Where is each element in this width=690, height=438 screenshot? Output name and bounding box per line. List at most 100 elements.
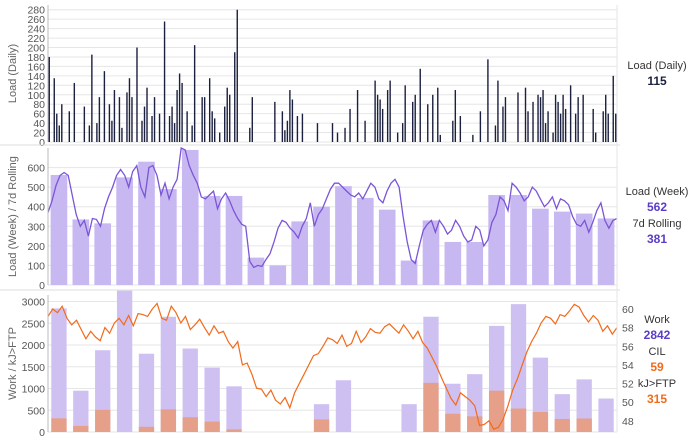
daily-load-bar xyxy=(517,92,519,142)
daily-load-bar xyxy=(502,106,504,142)
daily-load-bar xyxy=(412,101,414,142)
legend-work-label: Work xyxy=(644,314,670,326)
weekly-load-bar xyxy=(532,208,549,285)
daily-load-bar xyxy=(58,125,60,142)
kj-ftp-bar xyxy=(226,429,242,432)
weekly-load-bar xyxy=(575,213,593,285)
daily-load-bar xyxy=(163,21,166,142)
daily-load-bar xyxy=(234,52,236,142)
work-bar xyxy=(116,290,133,432)
daily-load-bar xyxy=(251,97,253,142)
legend-load-week-value: 562 xyxy=(646,199,668,214)
daily-load-bar xyxy=(607,113,609,142)
y-tick-label: 2000 xyxy=(22,340,46,352)
daily-load-bar xyxy=(111,120,113,142)
daily-load-bar xyxy=(554,94,557,142)
kj-ftp-bar xyxy=(204,421,220,432)
daily-load-bar xyxy=(61,104,63,142)
weekly-load-bar xyxy=(400,260,418,285)
daily-load-bar xyxy=(289,90,291,142)
weekly-load-bar xyxy=(422,220,440,285)
daily-load-bar xyxy=(479,111,482,142)
daily-load-bar xyxy=(201,97,203,142)
y-tick-label: 240 xyxy=(27,24,45,36)
daily-load-bar xyxy=(432,94,434,142)
daily-load-bar xyxy=(386,90,389,142)
weekly-load-bar xyxy=(357,197,374,285)
legend-load-daily: Load (Daily) 115 xyxy=(624,60,690,89)
y2-tick-label: 60 xyxy=(622,304,634,316)
weekly-load-bar xyxy=(510,194,527,285)
daily-load-bar xyxy=(229,94,231,142)
daily-load-bar xyxy=(158,113,161,142)
legend-7d-rolling-value: 381 xyxy=(646,231,668,246)
y2-tick-label: 48 xyxy=(622,416,634,428)
daily-load-bar xyxy=(396,132,399,142)
legend-load-daily-label: Load (Daily) xyxy=(627,60,687,72)
daily-load-bar xyxy=(439,134,441,142)
legend-load-daily-value: 115 xyxy=(647,73,667,88)
daily-load-bar xyxy=(574,113,577,142)
y-tick-label: 0 xyxy=(39,280,45,292)
y-axis-label: Load (Daily) xyxy=(7,44,19,103)
daily-load-bar xyxy=(557,101,559,142)
daily-load-bar xyxy=(236,9,238,143)
work-bar xyxy=(510,304,527,432)
daily-load-bar xyxy=(524,87,527,142)
daily-load-bar xyxy=(249,127,251,142)
y-tick-label: 160 xyxy=(27,61,45,73)
legend-cil-label: CIL xyxy=(648,346,666,358)
weekly-load-bar xyxy=(378,209,396,285)
daily-load-bar xyxy=(73,82,76,142)
daily-load-bar xyxy=(178,73,181,142)
y-tick-label: 500 xyxy=(27,182,45,194)
kj-ftp-bar xyxy=(313,419,330,432)
daily-load-bar xyxy=(128,78,131,142)
daily-load-bar xyxy=(193,45,196,142)
daily-load-bar xyxy=(286,120,289,142)
work-bar xyxy=(226,386,242,432)
daily-load-bar xyxy=(291,99,294,142)
daily-load-bar xyxy=(121,127,123,142)
y-tick-label: 400 xyxy=(27,202,45,214)
weekly-load-bar xyxy=(203,195,221,285)
daily-load-bar xyxy=(336,132,339,142)
daily-load-bar xyxy=(68,111,71,142)
daily-load-bar xyxy=(487,59,489,142)
daily-load-bar xyxy=(203,97,206,142)
y-tick-label: 200 xyxy=(27,241,45,253)
daily-load-bar xyxy=(381,108,384,142)
work-bar xyxy=(51,308,67,432)
daily-load-bar xyxy=(539,97,542,142)
legend-load-week: Load (Week) 562 xyxy=(624,186,690,215)
kj-ftp-bar xyxy=(576,418,592,432)
legend-cil-value: 59 xyxy=(650,359,664,374)
daily-load-bar xyxy=(376,94,379,142)
y-tick-label: 0 xyxy=(39,137,45,149)
work-bar xyxy=(204,367,220,432)
weekly-load-bar xyxy=(313,206,330,285)
y-tick-label: 200 xyxy=(27,43,45,55)
daily-load-bar xyxy=(472,134,474,142)
daily-load-bar xyxy=(564,108,567,142)
legend-cil: CIL 59 xyxy=(624,346,690,375)
daily-load-bar xyxy=(569,85,572,142)
weekly-load-bar xyxy=(488,194,505,285)
daily-load-bar xyxy=(118,97,121,142)
daily-load-bar xyxy=(153,97,156,142)
daily-load-bar xyxy=(547,111,549,142)
y-tick-label: 280 xyxy=(27,5,45,17)
daily-load-bar xyxy=(96,123,98,142)
daily-load-bar xyxy=(582,94,584,142)
daily-load-bar xyxy=(404,85,406,142)
y-tick-label: 60 xyxy=(33,109,45,121)
daily-load-bar xyxy=(331,123,334,142)
weekly-load-bar xyxy=(269,265,287,285)
daily-load-bar xyxy=(284,130,286,142)
daily-load-bar xyxy=(281,111,284,142)
legend-kj-ftp-value: 315 xyxy=(646,391,668,406)
weekly-load-bar xyxy=(116,177,133,285)
daily-load-bar xyxy=(56,113,58,142)
